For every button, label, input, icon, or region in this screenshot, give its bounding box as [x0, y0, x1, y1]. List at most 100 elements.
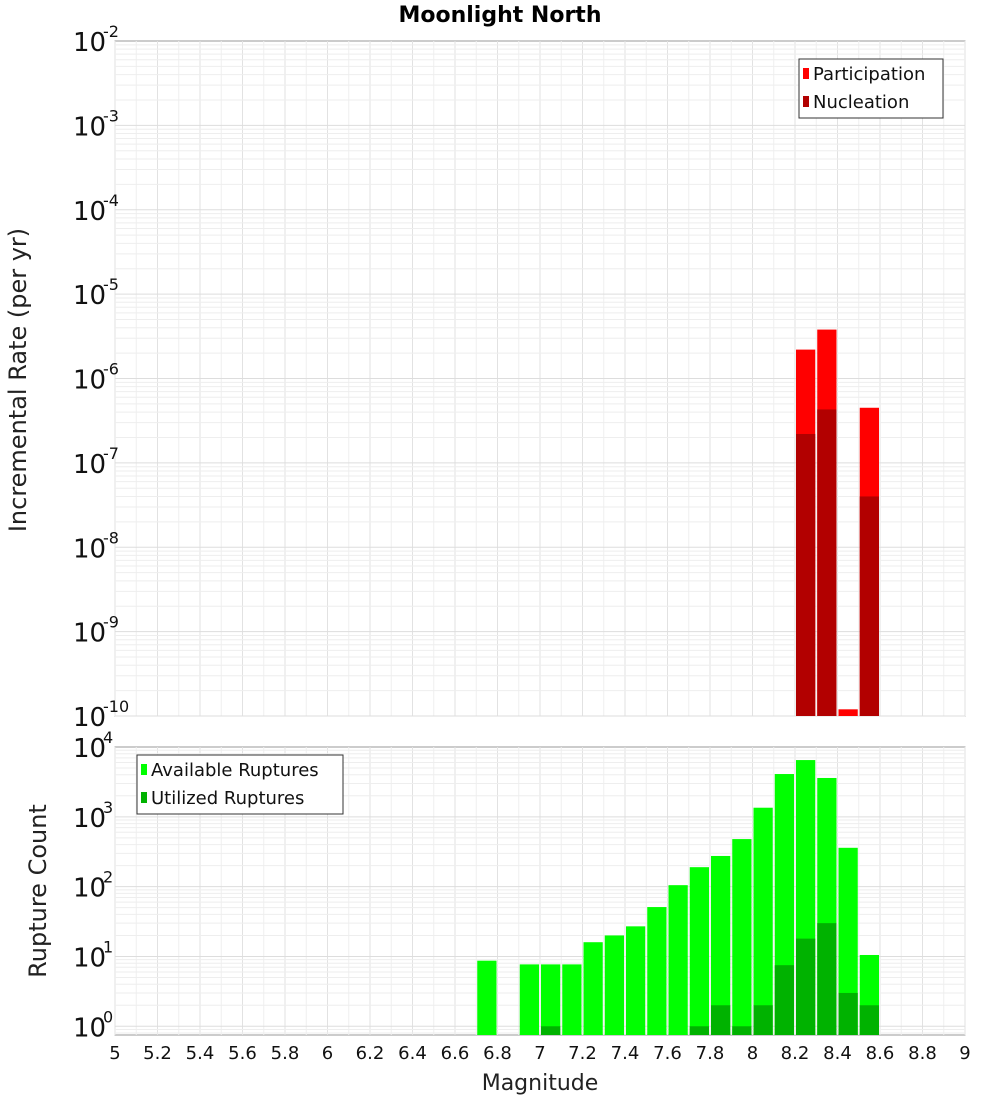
bar-available-ruptures [562, 964, 582, 1035]
y-tick-label: 10 [73, 197, 106, 227]
y-tick-exponent: 0 [103, 1007, 113, 1026]
y-tick-exponent: -5 [103, 275, 119, 294]
bar-available-ruptures [668, 885, 688, 1035]
y-tick-exponent: -7 [103, 444, 119, 463]
y-tick-label: 10 [73, 804, 106, 834]
rupture-bars [477, 760, 879, 1035]
rupture-y-axis-label: Rupture Count [24, 804, 52, 978]
x-tick-label: 6 [322, 1043, 333, 1064]
bar-available-ruptures [583, 942, 603, 1035]
bar-available-ruptures [838, 847, 858, 1035]
legend-box [136, 754, 344, 815]
y-tick-exponent: -9 [103, 613, 119, 632]
y-tick-label: 10 [73, 281, 106, 311]
legend-swatch [803, 68, 809, 79]
x-tick-label: 5.4 [186, 1043, 215, 1064]
y-tick-exponent: -4 [103, 191, 119, 210]
legend-swatch [803, 96, 809, 107]
y-tick-label: 10 [73, 943, 106, 973]
y-tick-label: 10 [73, 734, 106, 764]
rupture-x-ticks: 5 5.2 5.4 5.6 5.8 6 6.2 6.4 6.6 6.8 7 7.2 7.4 7.6 7.8 8… [109, 1043, 970, 1064]
y-tick-exponent: 4 [103, 728, 113, 747]
chart-title: Moonlight North [398, 3, 601, 28]
bar-nucleation [796, 433, 816, 716]
bar-available-ruptures [604, 935, 624, 1035]
bar-utilized-ruptures [689, 1026, 709, 1035]
x-tick-label: 7 [534, 1043, 545, 1064]
x-axis-label: Magnitude [482, 1071, 599, 1096]
legend-swatch [141, 764, 147, 775]
y-tick-label: 10 [73, 1013, 106, 1043]
bar-utilized-ruptures [774, 965, 794, 1035]
x-tick-label: 7.6 [653, 1043, 682, 1064]
x-tick-label: 8.6 [866, 1043, 895, 1064]
bar-available-ruptures [753, 807, 773, 1035]
y-tick-exponent: -2 [103, 22, 119, 41]
bar-utilized-ruptures [541, 1026, 561, 1035]
legend-label: Available Ruptures [151, 760, 319, 781]
x-tick-label: 5.8 [271, 1043, 300, 1064]
legend-box [798, 58, 944, 119]
x-tick-label: 8.2 [781, 1043, 810, 1064]
y-tick-label: 10 [73, 112, 106, 142]
y-tick-label: 10 [73, 874, 106, 904]
y-tick-exponent: 2 [103, 868, 113, 887]
rate-y-axis-label: Incremental Rate (per yr) [4, 228, 32, 532]
y-tick-label: 10 [73, 28, 106, 58]
x-tick-label: 5 [109, 1043, 120, 1064]
x-tick-label: 6.8 [483, 1043, 512, 1064]
bar-available-ruptures [711, 855, 731, 1035]
x-tick-label: 5.6 [228, 1043, 257, 1064]
x-tick-label: 5.2 [143, 1043, 172, 1064]
bar-utilized-ruptures [838, 992, 858, 1035]
y-tick-label: 10 [73, 450, 106, 480]
bar-utilized-ruptures [817, 923, 837, 1035]
x-tick-label: 6.2 [356, 1043, 385, 1064]
legend-label: Utilized Ruptures [151, 788, 304, 809]
bar-available-ruptures [477, 960, 497, 1035]
bar-utilized-ruptures [753, 1005, 773, 1035]
bar-utilized-ruptures [859, 1005, 879, 1035]
x-tick-label: 7.2 [568, 1043, 597, 1064]
x-tick-label: 8 [747, 1043, 758, 1064]
bar-nucleation [859, 496, 879, 716]
legend-label: Participation [813, 64, 925, 85]
rupture-legend: Available Ruptures Utilized Ruptures [136, 754, 344, 815]
bar-available-ruptures [732, 839, 752, 1035]
y-tick-label: 10 [73, 703, 106, 733]
x-tick-label: 6.6 [441, 1043, 470, 1064]
legend-label: Nucleation [813, 92, 909, 113]
y-tick-exponent: 3 [103, 798, 113, 817]
y-tick-label: 10 [73, 366, 106, 396]
rate-bars [796, 329, 879, 716]
bar-utilized-ruptures [711, 1005, 731, 1035]
y-tick-exponent: -3 [103, 106, 119, 125]
y-tick-label: 10 [73, 619, 106, 649]
bar-utilized-ruptures [796, 938, 816, 1035]
x-tick-label: 8.4 [823, 1043, 852, 1064]
y-tick-label: 10 [73, 534, 106, 564]
rate-legend: Participation Nucleation [798, 58, 944, 119]
x-tick-label: 7.4 [611, 1043, 640, 1064]
x-tick-label: 9 [959, 1043, 970, 1064]
legend-swatch [141, 792, 147, 803]
bar-available-ruptures [519, 964, 539, 1035]
bar-nucleation [817, 409, 837, 716]
bar-available-ruptures [626, 926, 646, 1035]
y-tick-exponent: 1 [103, 937, 113, 956]
bar-available-ruptures [541, 964, 561, 1035]
bar-available-ruptures [647, 907, 667, 1035]
x-tick-label: 8.8 [908, 1043, 937, 1064]
bar-participation [838, 709, 858, 716]
rate-grid [114, 41, 966, 717]
bar-utilized-ruptures [732, 1026, 752, 1035]
x-tick-label: 7.8 [696, 1043, 725, 1064]
bar-available-ruptures [689, 867, 709, 1035]
y-tick-exponent: -6 [103, 360, 119, 379]
x-tick-label: 6.4 [398, 1043, 427, 1064]
